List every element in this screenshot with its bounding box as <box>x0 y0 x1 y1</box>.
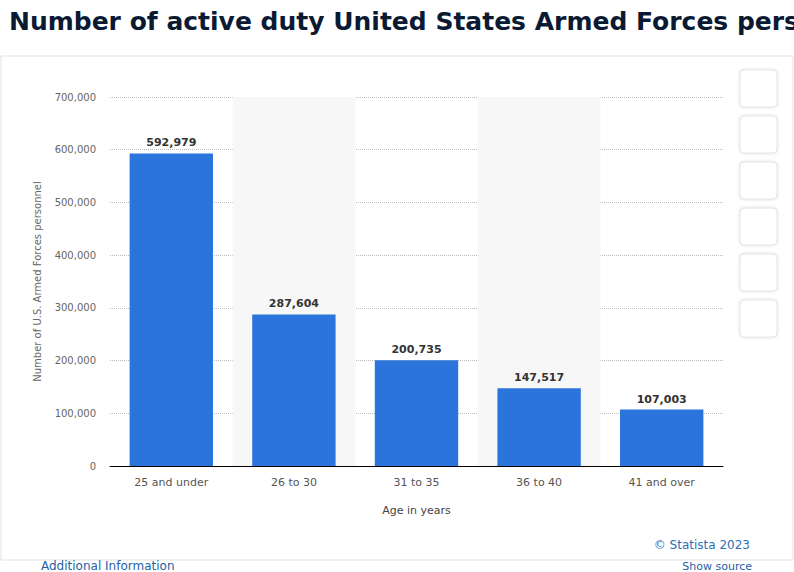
svg-text:Number of U.S. Armed Forces pe: Number of U.S. Armed Forces personnel <box>32 181 43 382</box>
svg-text:147,517: 147,517 <box>514 371 564 384</box>
svg-text:107,003: 107,003 <box>637 393 687 406</box>
svg-text:Number of active duty United S: Number of active duty United States Arme… <box>9 7 794 36</box>
svg-text:Additional Information: Additional Information <box>41 559 175 572</box>
svg-text:26 to 30: 26 to 30 <box>271 476 317 489</box>
svg-text:200,735: 200,735 <box>391 343 441 356</box>
svg-text:300,000: 300,000 <box>55 302 96 313</box>
svg-text:0: 0 <box>90 461 96 472</box>
svg-text:Show source: Show source <box>682 560 752 572</box>
svg-text:36 to 40: 36 to 40 <box>516 476 562 489</box>
svg-text:600,000: 600,000 <box>55 144 96 155</box>
svg-text:31 to 35: 31 to 35 <box>393 476 439 489</box>
svg-text:500,000: 500,000 <box>55 197 96 208</box>
svg-text:287,604: 287,604 <box>269 297 319 310</box>
svg-text:592,979: 592,979 <box>146 136 196 149</box>
svg-text:400,000: 400,000 <box>55 250 96 261</box>
svg-text:25 and under: 25 and under <box>134 476 208 489</box>
svg-text:700,000: 700,000 <box>55 92 96 103</box>
svg-text:200,000: 200,000 <box>55 355 96 366</box>
svg-text:41 and over: 41 and over <box>629 476 696 489</box>
svg-text:© Statista 2023: © Statista 2023 <box>654 538 750 552</box>
svg-text:100,000: 100,000 <box>55 408 96 419</box>
svg-text:Age in years: Age in years <box>382 504 451 517</box>
